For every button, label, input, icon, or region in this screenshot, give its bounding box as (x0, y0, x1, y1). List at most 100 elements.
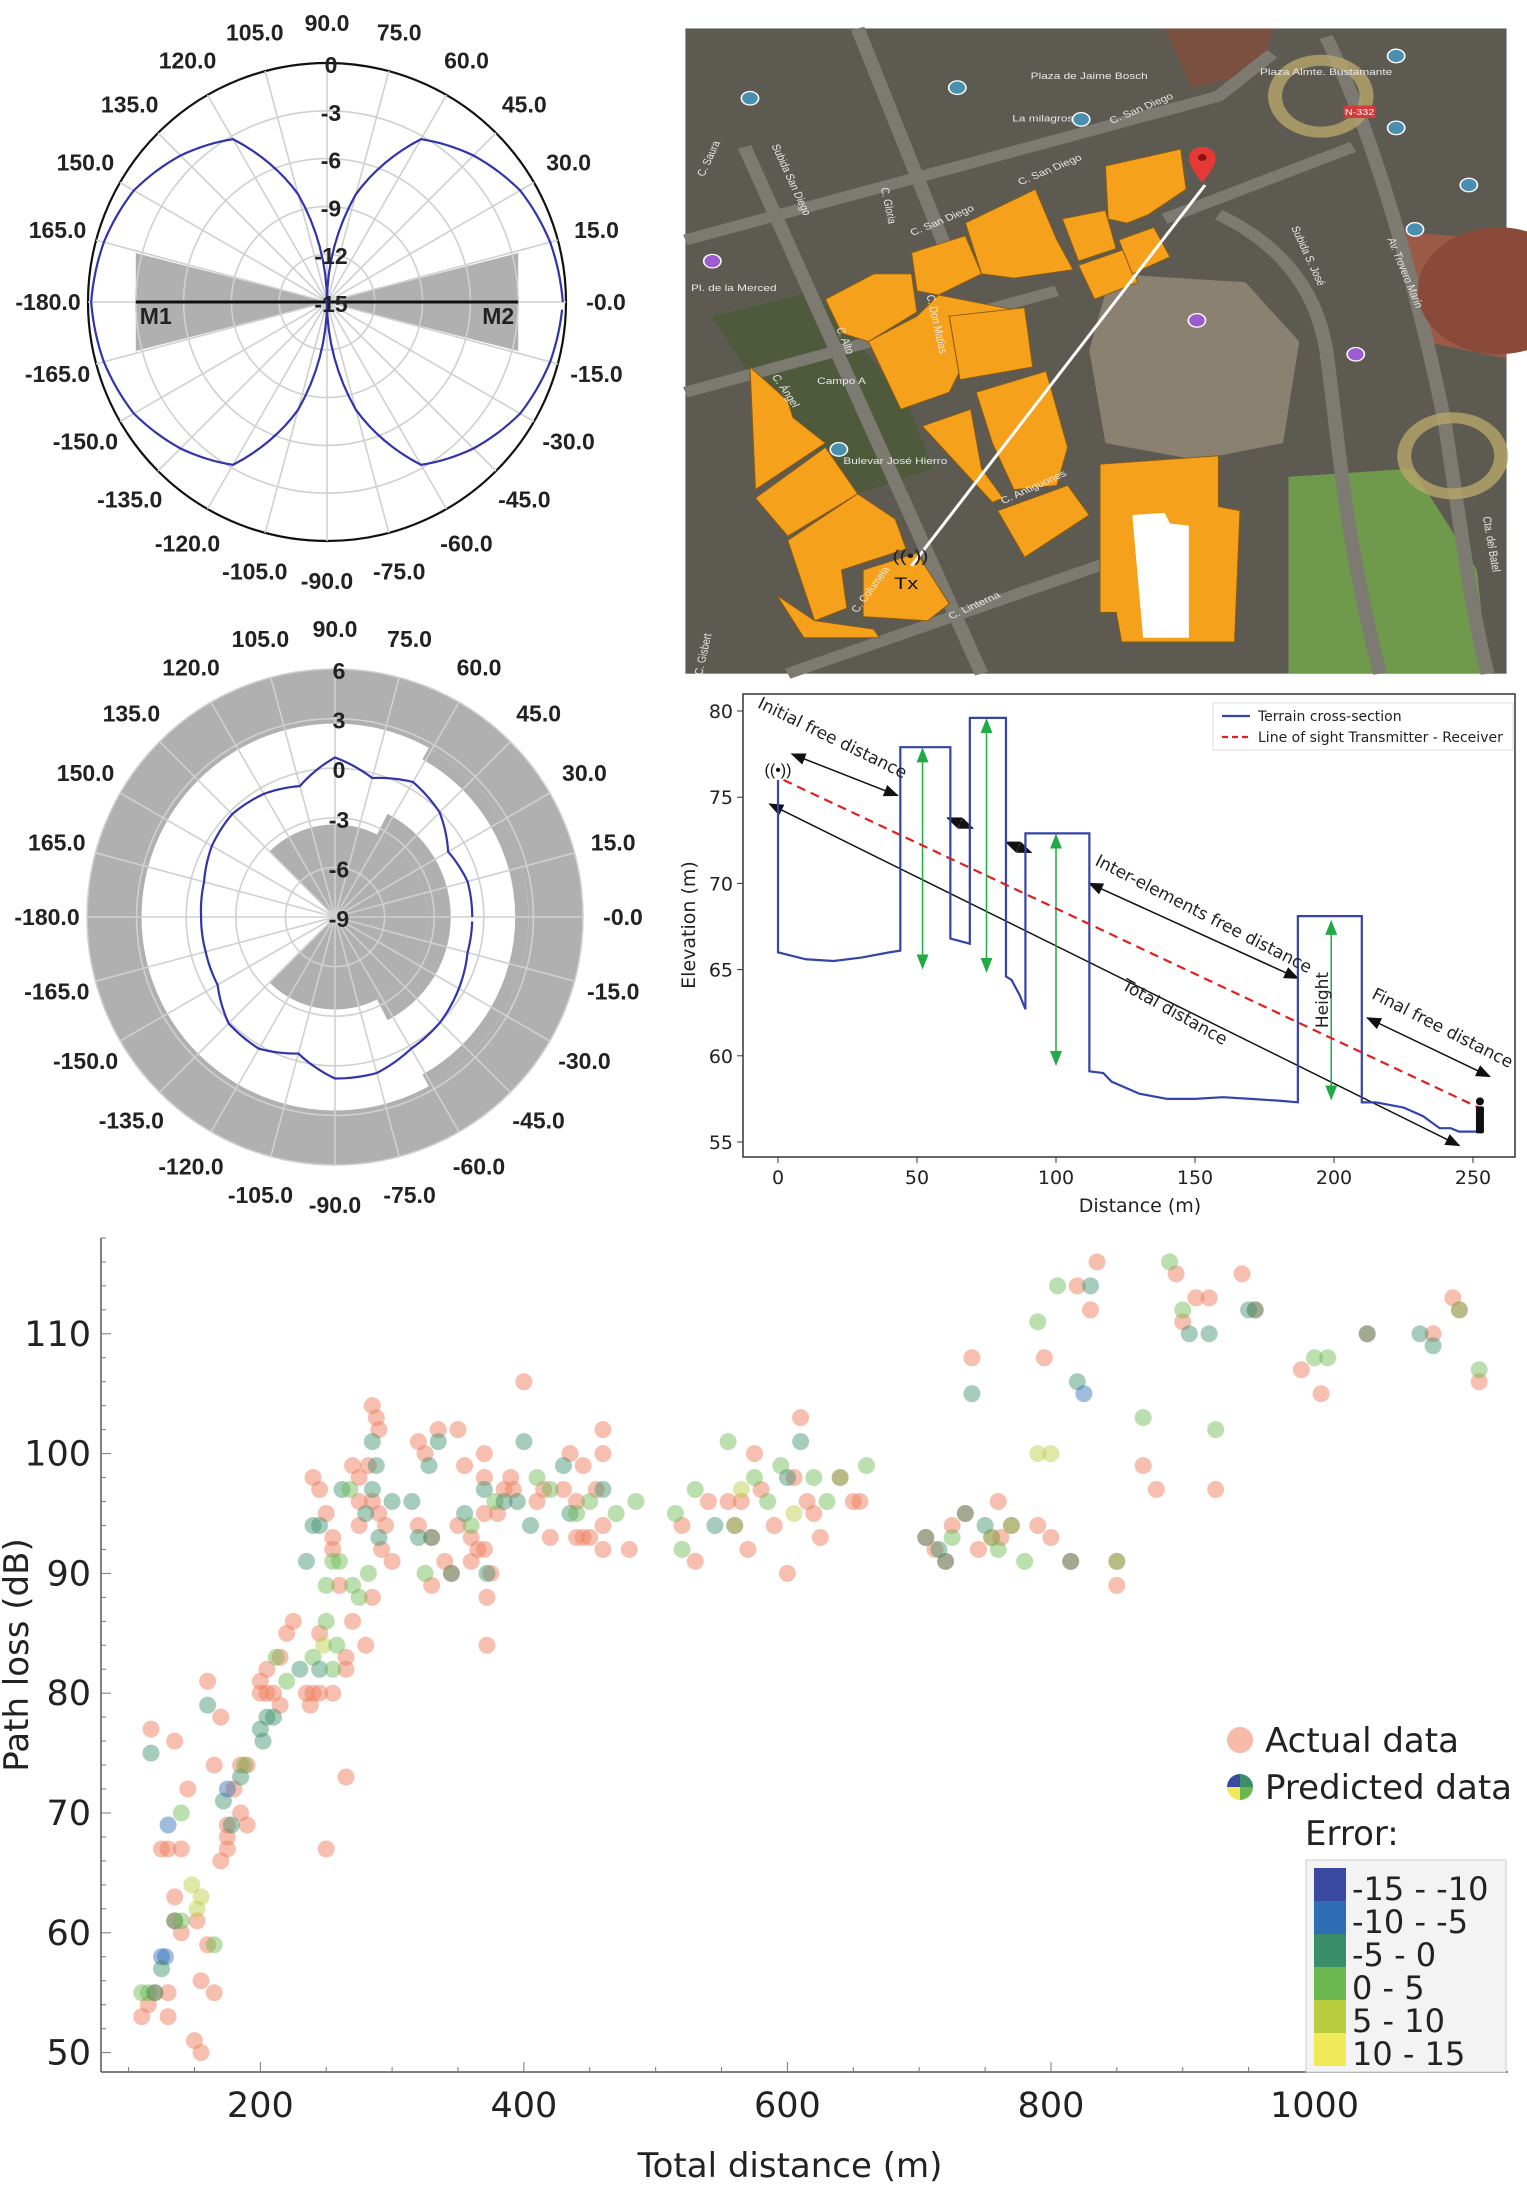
actual-point (778, 1564, 796, 1582)
predicted-point (1029, 1313, 1047, 1331)
error-bin-label: -15 - -10 (1352, 1870, 1488, 1908)
actual-point (1108, 1552, 1126, 1570)
grid-spoke (334, 677, 400, 918)
predicted-point (205, 1936, 223, 1954)
predicted-point (989, 1540, 1007, 1558)
actual-point (1174, 1313, 1192, 1331)
grid-spoke (270, 677, 336, 918)
error-bin-label: 5 - 10 (1352, 2002, 1445, 2040)
grid-spoke (119, 181, 328, 303)
actual-point (969, 1540, 987, 1558)
actual-point (317, 1840, 335, 1858)
predicted-point (363, 1433, 381, 1451)
grid-spoke (119, 301, 328, 423)
building-footprint (862, 552, 950, 622)
predicted-point (541, 1481, 559, 1499)
angle-label: -75.0 (373, 558, 425, 584)
actual-point (515, 1373, 533, 1391)
predicted-point (278, 1672, 296, 1690)
map-road (1319, 34, 1495, 675)
actual-point (594, 1445, 612, 1463)
predicted-point (475, 1481, 493, 1499)
actual-point (188, 1912, 206, 1930)
actual-point (926, 1540, 944, 1558)
receiver-person-icon (1475, 1097, 1484, 1106)
actual-point (350, 1469, 368, 1487)
predicted-point (956, 1505, 974, 1522)
actual-point (917, 1528, 935, 1546)
angle-label: 135.0 (103, 700, 161, 726)
predicted-point (265, 1708, 283, 1726)
building-footprint (1077, 247, 1139, 300)
grid-spoke (264, 301, 328, 534)
legend-actual-label: Actual data (1265, 1721, 1459, 1761)
predicted-point (1424, 1337, 1442, 1355)
y-tick-label: 90 (46, 1554, 91, 1594)
actual-point (370, 1421, 388, 1439)
angle-label: 30.0 (546, 150, 591, 176)
actual-point (719, 1493, 737, 1511)
angle-label: -60.0 (440, 531, 492, 557)
actual-point (1207, 1481, 1225, 1499)
actual-point (1167, 1265, 1185, 1283)
actual-point (620, 1540, 638, 1558)
predicted-point (304, 1516, 322, 1534)
predicted-point (1081, 1277, 1099, 1295)
predicted-point (983, 1528, 1001, 1546)
actual-point (1062, 1552, 1080, 1570)
angle-label: -120.0 (155, 531, 220, 557)
predicted-point (172, 1804, 190, 1822)
angle-label: 120.0 (159, 47, 217, 73)
actual-point (238, 1756, 256, 1774)
error-bin-swatch (1314, 1868, 1346, 1901)
map-bullring (1417, 227, 1527, 355)
predicted-point (1319, 1349, 1337, 1367)
predicted-point (732, 1481, 750, 1499)
actual-point (1081, 1301, 1099, 1319)
actual-point (1187, 1289, 1205, 1307)
street-label: La milagrosa (1012, 114, 1080, 124)
y-tick-label: 55 (709, 1132, 733, 1154)
actual-point (1200, 1289, 1218, 1307)
y-tick-label: 65 (709, 960, 733, 982)
gap-arrow (946, 817, 974, 829)
line-of-sight-series (783, 778, 1480, 1109)
angle-label: -180.0 (15, 289, 80, 315)
predicted-point (357, 1505, 375, 1522)
y-tick-label: 80 (46, 1674, 91, 1714)
predicted-point (153, 1948, 171, 1966)
predicted-point (1180, 1325, 1198, 1343)
predicted-point (706, 1516, 724, 1534)
x-tick-label: 150 (1177, 1167, 1213, 1189)
legend-error-title: Error: (1305, 1814, 1399, 1854)
predicted-point (311, 1660, 329, 1678)
grid-spoke (326, 301, 535, 423)
actual-point (423, 1528, 441, 1546)
predicted-point (350, 1588, 368, 1606)
grid-spoke (334, 916, 575, 982)
actual-point (1233, 1265, 1251, 1283)
poi-icon (1405, 222, 1425, 237)
actual-point (831, 1469, 849, 1487)
grid-spoke (326, 239, 559, 303)
actual-point (311, 1684, 329, 1702)
transmitter-antenna-icon: ((•)) (765, 762, 792, 779)
x-axis-label: Total distance (m) (637, 2146, 943, 2186)
predicted-point (857, 1457, 875, 1475)
building-footprint (749, 365, 827, 491)
map-road (1161, 141, 1357, 224)
angle-label: 105.0 (226, 20, 284, 46)
predicted-point (420, 1457, 438, 1475)
angle-label: 165.0 (28, 829, 86, 855)
actual-point (963, 1349, 981, 1367)
predicted-point (328, 1636, 346, 1654)
actual-point (1312, 1385, 1330, 1403)
predicted-point (568, 1505, 586, 1522)
map-terrain-area (1288, 468, 1488, 674)
angle-label: 75.0 (377, 20, 422, 46)
predicted-point (1075, 1385, 1093, 1403)
grid-spoke (270, 916, 336, 1157)
y-tick-label: 75 (709, 787, 733, 809)
y-tick-label: 70 (709, 873, 733, 895)
road-badge (1343, 105, 1376, 119)
